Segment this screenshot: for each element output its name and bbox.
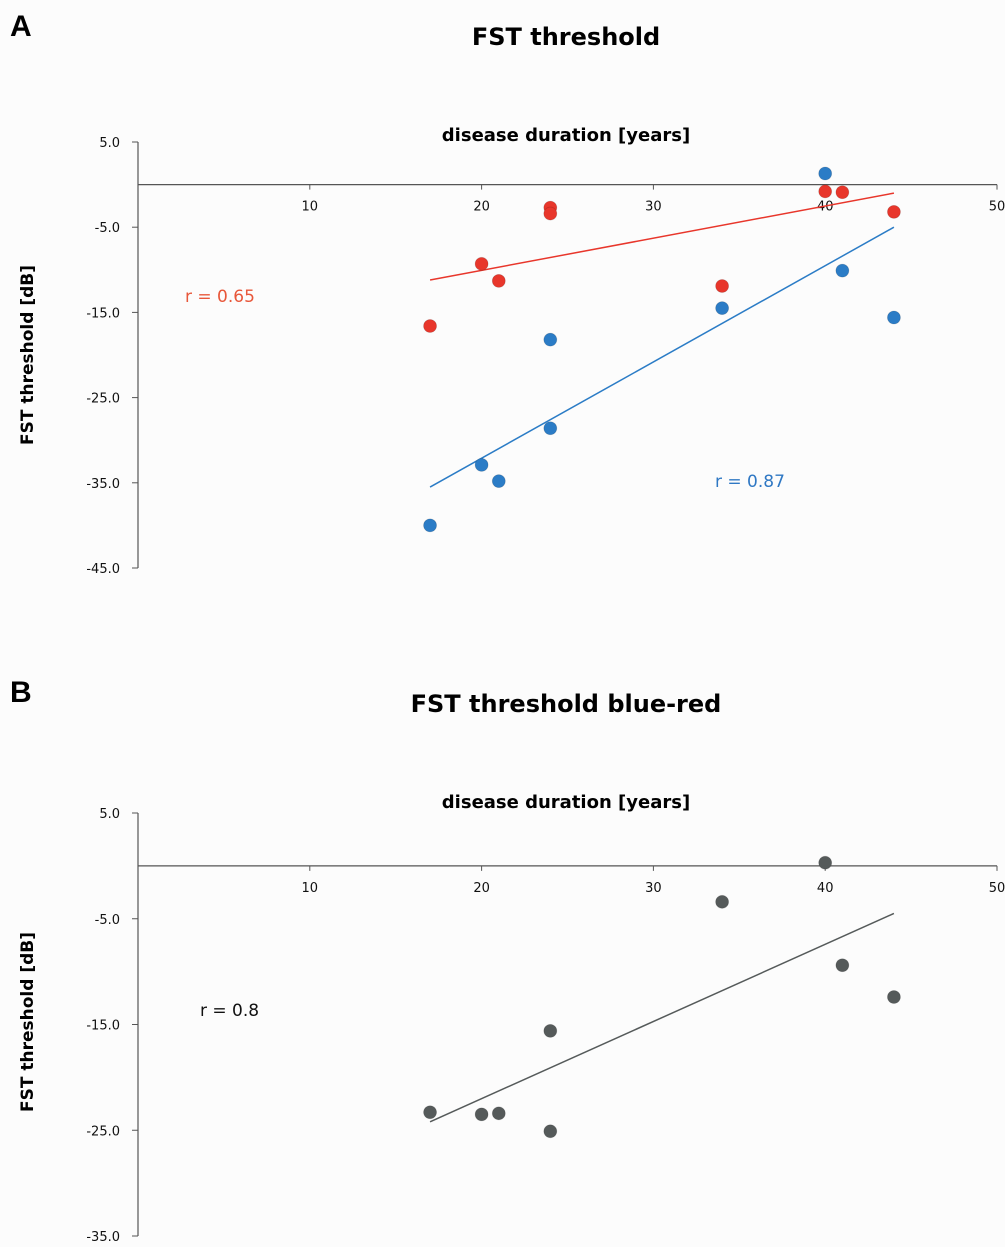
panel-b-r-value-label: r = 0.8 bbox=[200, 1001, 259, 1021]
panel-a-data-point bbox=[423, 319, 437, 333]
panel-a-data-point bbox=[491, 474, 506, 488]
panel-a-x-tick-label: 30 bbox=[645, 200, 662, 215]
panel-a-x-axis-label: disease duration [years] bbox=[442, 125, 690, 146]
panel-a-letter: A bbox=[10, 10, 32, 43]
panel-b-y-tick-label: -35.0 bbox=[86, 1230, 120, 1245]
panel-b-y-axis-label: FST threshold [dB] bbox=[18, 932, 38, 1112]
panel-a-data-point bbox=[835, 263, 850, 278]
panel-a-data-point bbox=[887, 204, 901, 219]
panel-a-data-point bbox=[818, 166, 833, 181]
panel-a-trend-line bbox=[429, 226, 895, 488]
panel-a-r-value-label: r = 0.87 bbox=[715, 472, 785, 492]
panel-b-data-point bbox=[887, 990, 901, 1004]
panel-a-data-point bbox=[474, 458, 489, 472]
panel-b-y-tick-label: -15.0 bbox=[86, 1019, 120, 1034]
panel-a-x-tick-label: 40 bbox=[817, 200, 834, 215]
panel-a-data-point bbox=[887, 310, 901, 325]
panel-a-data-point bbox=[474, 256, 489, 271]
panel-a-title: FST threshold bbox=[472, 23, 660, 51]
panel-b-y-tick-label: 5.0 bbox=[99, 807, 120, 822]
panel-b-data-point bbox=[491, 1106, 506, 1121]
panel-a-data-point bbox=[715, 301, 730, 316]
panel-b-x-axis-label: disease duration [years] bbox=[442, 792, 690, 813]
panel-a-data-point bbox=[818, 184, 833, 199]
panel-a-data-point bbox=[543, 421, 558, 436]
panel-a-trend-line bbox=[429, 192, 895, 281]
panel-a-data-point bbox=[835, 185, 850, 200]
panel-b-data-point bbox=[474, 1107, 489, 1122]
panel-a-x-tick-label: 50 bbox=[989, 200, 1005, 215]
panel-b-data-point bbox=[835, 958, 850, 973]
panel-a-x-tick-label: 20 bbox=[473, 200, 490, 215]
panel-a-y-tick-label: -5.0 bbox=[95, 221, 120, 236]
panel-b-y-tick-label: -25.0 bbox=[86, 1124, 120, 1139]
panel-a-data-point bbox=[423, 518, 437, 533]
panel-a-data-point bbox=[491, 273, 506, 288]
panel-a-y-tick-label: -25.0 bbox=[86, 392, 120, 407]
panel-b-x-tick-label: 40 bbox=[817, 881, 834, 896]
panel-b-plot-area: 5.0 -5.0 -15.0 -25.0 -35.0 10 20 30 40 50 r = 0.8 bbox=[86, 807, 1005, 1245]
panel-b-x-tick-label: 20 bbox=[473, 881, 490, 896]
panel-b-x-tick-label: 50 bbox=[989, 881, 1005, 896]
panel-a-data-point bbox=[543, 332, 558, 347]
panel-a-y-tick-label: -35.0 bbox=[86, 477, 120, 492]
panel-b-letter: B bbox=[10, 676, 32, 709]
panel-b-data-point bbox=[818, 855, 833, 870]
panel-a-data-point bbox=[715, 279, 730, 293]
panel-b-data-point bbox=[715, 894, 730, 909]
panel-b-x-tick-label: 30 bbox=[645, 881, 662, 896]
panel-b-y-tick-label: -5.0 bbox=[95, 913, 120, 928]
panel-a-y-axis-label: FST threshold [dB] bbox=[18, 265, 38, 445]
panel-a-r-value-label: r = 0.65 bbox=[185, 287, 255, 307]
panel-a-y-tick-label: -15.0 bbox=[86, 306, 120, 321]
panel-b-title: FST threshold blue-red bbox=[411, 690, 722, 718]
panel-b-x-tick-label: 10 bbox=[302, 881, 319, 896]
panel-a-y-tick-label: -45.0 bbox=[86, 562, 120, 577]
panel-a-y-tick-label: 5.0 bbox=[99, 136, 120, 151]
panel-b-trend-line bbox=[429, 912, 895, 1123]
panel-a-data-point bbox=[543, 206, 558, 221]
panel-b-data-point bbox=[423, 1105, 437, 1120]
panel-a-x-tick-label: 10 bbox=[302, 200, 319, 215]
panel-b-data-point bbox=[543, 1023, 558, 1038]
panel-a-plot-area: 5.0 -5.0 -15.0 -25.0 -35.0 -45.0 10 20 30 40 50 r =… bbox=[86, 136, 1005, 577]
panel-b-data-point bbox=[543, 1124, 558, 1139]
